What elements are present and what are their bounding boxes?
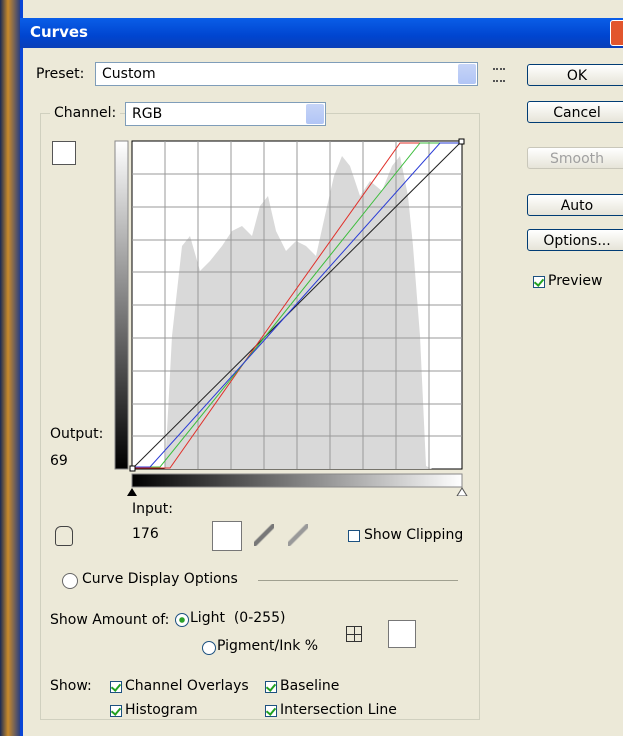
pigment-radio[interactable] [202,641,216,655]
show-clipping-label: Show Clipping [364,527,464,543]
histogram-checkbox[interactable] [110,705,122,717]
preview-label: Preview [548,273,603,289]
show-amount-label: Show Amount of: [50,612,170,628]
output-gradient [114,140,129,470]
channel-value: RGB [132,106,163,122]
close-button[interactable] [610,20,623,46]
preset-value: Custom [102,66,156,82]
baseline-checkbox[interactable] [265,681,277,693]
green-curve [134,142,462,468]
curve-point [458,138,465,145]
histogram [165,156,432,469]
preview-checkbox[interactable] [533,276,545,288]
options-button[interactable]: Options... [527,229,623,251]
curve-point [129,465,136,472]
input-gradient [131,473,463,488]
desktop-strip [0,0,20,736]
input-value: 176 [132,526,159,542]
white-point-slider[interactable] [456,487,468,496]
display-options-title: Curve Display Options [82,571,238,587]
black-eyedropper[interactable] [212,521,242,551]
preset-menu-icon[interactable] [493,68,505,82]
histogram-label: Histogram [125,702,198,718]
light-radio[interactable] [175,613,189,627]
title-bar [20,18,623,48]
dropdown-arrow [306,104,324,124]
preset-dropdown[interactable]: Custom [95,62,478,86]
hand-tool[interactable] [55,526,73,546]
cancel-button[interactable]: Cancel [527,101,623,123]
gray-eyedropper[interactable] [254,524,274,546]
output-value: 69 [50,453,68,469]
show-label: Show: [50,678,92,694]
baseline [131,140,463,470]
curves-graph [114,138,468,496]
intersection-line-label: Intersection Line [280,702,397,718]
window-title: Curves [30,23,88,41]
detailed-grid-button[interactable] [388,620,416,648]
channel-overlays-checkbox[interactable] [110,681,122,693]
channel-overlays-label: Channel Overlays [125,678,249,694]
channel-label: Channel: [50,105,121,121]
pencil-tool[interactable] [82,141,104,163]
curve-tool[interactable] [52,141,76,165]
smooth-button[interactable]: Smooth [527,147,623,169]
simple-grid-button[interactable] [346,626,362,642]
intersection-line-checkbox[interactable] [265,705,277,717]
show-clipping-checkbox[interactable] [348,530,360,542]
input-label: Input: [132,501,173,517]
black-point-slider[interactable] [127,488,137,496]
output-label: Output: [50,426,104,442]
preset-label: Preset: [36,66,85,82]
separator [258,580,458,581]
blue-curve [134,142,462,468]
baseline-label: Baseline [280,678,340,694]
light-label: Light (0-255) [190,610,286,626]
auto-button[interactable]: Auto [527,194,623,216]
collapse-icon[interactable] [62,573,78,589]
ok-button[interactable]: OK [527,64,623,86]
white-eyedropper[interactable] [288,524,308,546]
pigment-label: Pigment/Ink % [217,638,319,654]
channel-dropdown[interactable]: RGB [125,102,326,126]
dropdown-arrow [458,64,476,84]
